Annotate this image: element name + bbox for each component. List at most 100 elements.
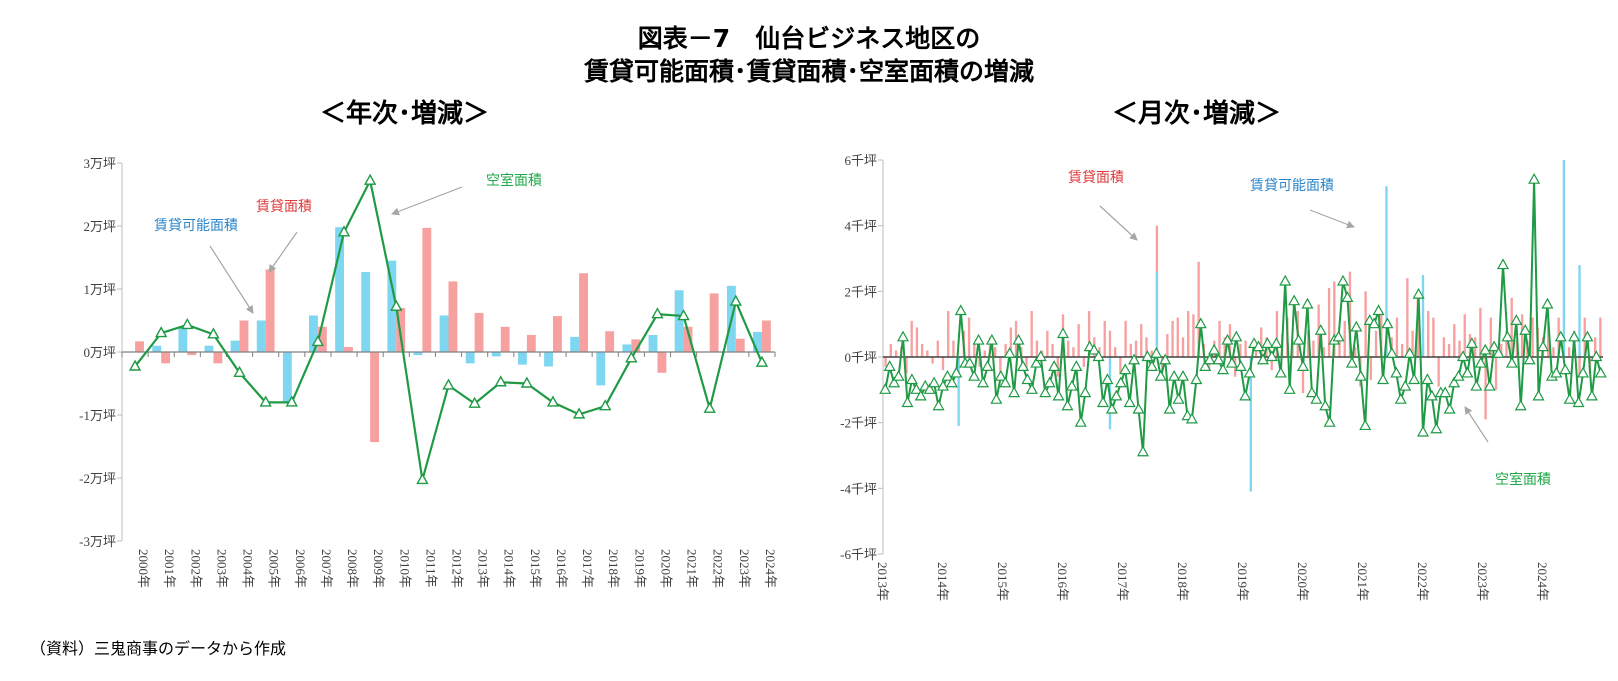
- x-tick-label: 2017年: [580, 549, 595, 588]
- vacant-point: [1136, 445, 1150, 457]
- leased-bar: [973, 343, 976, 357]
- vacant-point: [1025, 383, 1038, 394]
- leased-bar: [1192, 314, 1195, 357]
- leased-bar: [1077, 324, 1080, 357]
- leased-bar: [1500, 343, 1503, 357]
- vacant-point: [1345, 356, 1358, 368]
- vacant-point: [1421, 373, 1434, 385]
- vacant-point: [1092, 350, 1105, 362]
- rentable-bar: [309, 315, 318, 352]
- leased-bar: [526, 334, 536, 352]
- figure-title: 図表－7 仙台ビジネス地区の 賃貸可能面積･賃貸面積･空室面積の増減: [0, 22, 1618, 88]
- vacant-point: [1412, 287, 1425, 299]
- vacant-point: [1336, 274, 1350, 286]
- leased-bar: [1343, 320, 1346, 357]
- leased-bar: [905, 357, 908, 374]
- x-tick-label: 2013年: [875, 562, 890, 601]
- rentable-annotation: 賃貸可能面積: [154, 218, 238, 234]
- leased-bar: [994, 347, 997, 357]
- rentable-bar: [387, 260, 397, 352]
- leased-bar: [1301, 357, 1305, 394]
- leased-bar: [187, 352, 197, 356]
- leased-bar: [135, 341, 144, 352]
- x-tick-label: 2015年: [528, 549, 543, 588]
- vacant-point: [963, 356, 976, 368]
- monthly-panel-title: ＜月次･増減＞: [1112, 99, 1282, 129]
- x-tick-label: 2014年: [502, 549, 517, 588]
- vacant-point: [1585, 389, 1598, 401]
- vacant-point: [1559, 363, 1572, 375]
- vacant-point: [1496, 258, 1510, 270]
- rentable-annotation: 賃貸可能面積: [1250, 178, 1334, 194]
- figure-title-line1: 図表－7 仙台ビジネス地区の: [637, 24, 981, 53]
- vacant-point: [1430, 422, 1443, 434]
- leased-bar: [1254, 347, 1258, 357]
- rentable-bar: [1578, 265, 1581, 357]
- vacant-point: [901, 396, 914, 408]
- rentable-bar: [517, 352, 527, 365]
- vacant-point: [1492, 346, 1505, 358]
- vacant-point: [625, 351, 638, 363]
- vacant-point: [1021, 373, 1034, 385]
- leased-bar: [1046, 330, 1049, 357]
- leased-bar: [1119, 357, 1122, 374]
- vacant-point: [1572, 396, 1585, 408]
- leased-bar: [1479, 307, 1482, 357]
- vacant-point: [1003, 346, 1016, 358]
- vacant-point: [1159, 353, 1172, 365]
- leased-bar: [1599, 317, 1602, 357]
- annual-panel-title: ＜年次･増減＞: [320, 99, 490, 129]
- leased-bar: [448, 281, 458, 352]
- vacant-point: [1239, 389, 1252, 401]
- vacant-point: [1128, 353, 1141, 365]
- leased-bar: [161, 352, 171, 364]
- leased-annotation-arrow: [1099, 205, 1138, 241]
- leased-bar: [1103, 320, 1106, 357]
- vacant-point: [1061, 399, 1074, 411]
- vacant-point: [1052, 389, 1065, 401]
- leased-bar: [1369, 357, 1372, 380]
- y-tick-label: -2万坪: [79, 471, 116, 486]
- x-tick-label: 2018年: [1175, 562, 1190, 601]
- vacant-point: [1563, 392, 1576, 404]
- vacant-point: [1305, 386, 1318, 398]
- vacant-point: [1016, 360, 1030, 371]
- leased-bar: [1166, 334, 1169, 357]
- x-tick-label: 2003年: [214, 549, 229, 588]
- leased-bar: [926, 350, 929, 357]
- vacant-point: [1590, 350, 1603, 362]
- vacant-point: [1319, 399, 1332, 411]
- vacant-point: [883, 360, 896, 371]
- vacant-point: [442, 378, 455, 390]
- vacant-point: [1283, 383, 1296, 394]
- x-tick-label: 2022年: [1415, 562, 1430, 601]
- vacant-point: [1256, 353, 1270, 365]
- rentable-bar: [1155, 271, 1159, 357]
- vacant-point: [1581, 330, 1594, 342]
- vacant-point: [1119, 363, 1132, 375]
- vacant-point: [546, 395, 560, 407]
- leased-bar: [1239, 343, 1242, 357]
- leased-bar: [1458, 340, 1461, 357]
- leased-bar: [1134, 340, 1138, 357]
- leased-bar: [500, 326, 510, 352]
- vacant-point: [651, 307, 664, 319]
- vacant-point: [1528, 172, 1541, 184]
- vacant-point: [1519, 323, 1532, 335]
- leased-bar: [317, 326, 327, 352]
- vacant-point: [936, 379, 950, 391]
- vacant-point: [1199, 360, 1212, 371]
- vacant-point: [1096, 396, 1110, 408]
- vacant-point: [1216, 363, 1230, 375]
- vacant-point: [1154, 369, 1167, 381]
- vacant-point: [1576, 366, 1590, 378]
- vacant-annotation-arrow: [391, 186, 463, 216]
- vacant-point: [1043, 376, 1056, 388]
- x-tick-label: 2008年: [345, 549, 360, 588]
- vacant-point: [1088, 343, 1101, 355]
- vacant-point: [703, 401, 716, 413]
- leased-bar: [552, 316, 562, 352]
- vacant-point: [1123, 396, 1136, 408]
- vacant-point: [1532, 389, 1545, 401]
- leased-bar: [1463, 314, 1466, 357]
